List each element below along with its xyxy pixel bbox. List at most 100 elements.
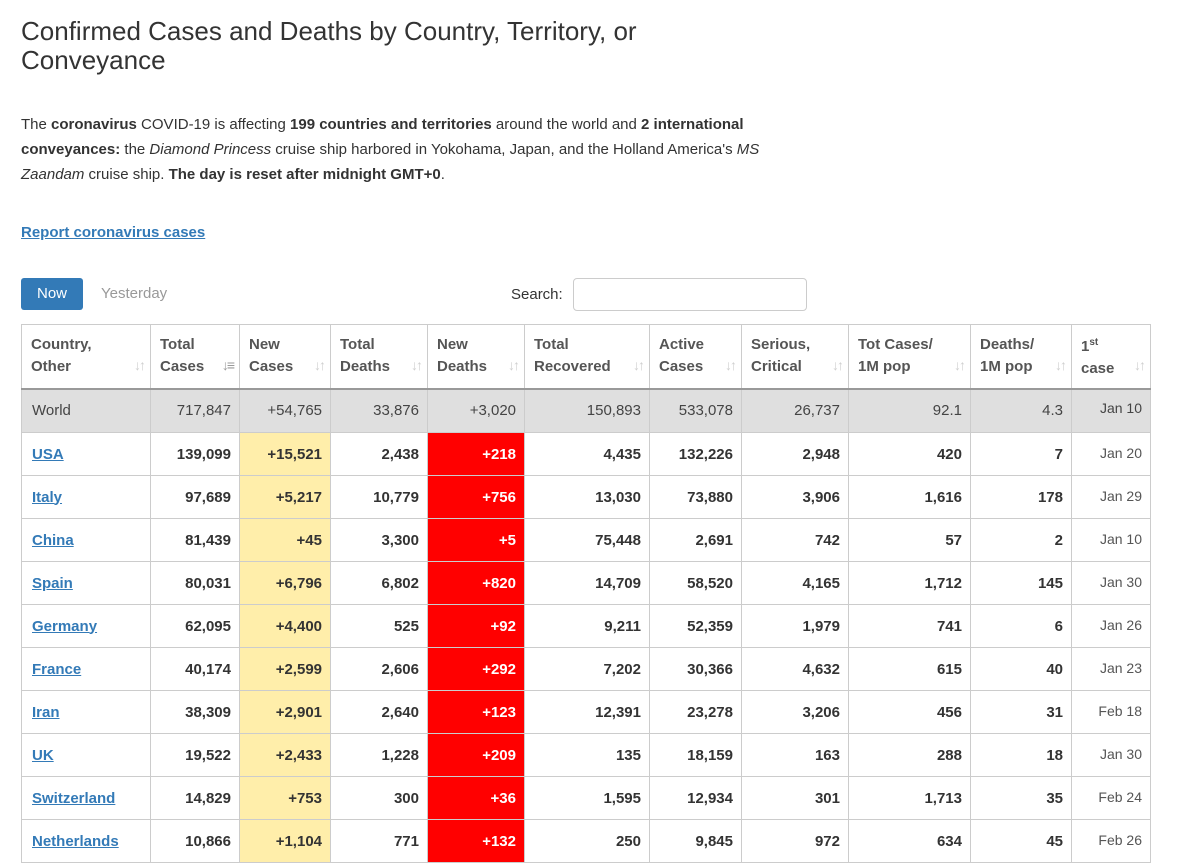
cell-total-recovered: 250 (524, 819, 650, 863)
column-header-country[interactable]: Country, Other ↓↑ (21, 324, 151, 390)
header-line-2: Other (31, 358, 72, 376)
cell-new-cases: +4,400 (239, 604, 331, 648)
column-header-label: Country, Other (31, 334, 92, 378)
cell-first-case: Feb 18 (1071, 690, 1151, 734)
column-header-serious-critical[interactable]: Serious, Critical ↓↑ (741, 324, 849, 390)
sort-desc-icon[interactable]: ↓≡ (221, 356, 235, 373)
cell-country: France (21, 647, 151, 691)
cell-active-cases: 132,226 (649, 432, 742, 476)
cell-deaths-per-1m: 45 (970, 819, 1072, 863)
country-link[interactable]: Spain (32, 574, 73, 592)
cell-first-case: Jan 10 (1071, 388, 1151, 433)
cell-active-cases: 12,934 (649, 776, 742, 820)
country-link[interactable]: Germany (32, 617, 98, 635)
cell-deaths-per-1m: 7 (970, 432, 1072, 476)
country-link[interactable]: China (32, 531, 74, 549)
page-title: Confirmed Cases and Deaths by Country, T… (21, 16, 637, 75)
cell-deaths-per-1m: 6 (970, 604, 1072, 648)
tab-yesterday[interactable]: Yesterday (101, 285, 168, 302)
column-header-deaths-per-1m[interactable]: Deaths/1M pop ↓↑ (970, 324, 1072, 390)
column-header-total-cases[interactable]: Total Cases ↓≡ (150, 324, 240, 390)
header-line-1: 1 (1081, 338, 1090, 356)
cell-new-cases: +753 (239, 776, 331, 820)
sort-icon[interactable]: ↓↑ (725, 356, 737, 373)
header-line-1: Active (659, 336, 705, 354)
column-header-first-case[interactable]: 1st case ↓↑ (1071, 324, 1151, 390)
cell-serious-critical: 26,737 (741, 388, 849, 433)
column-header-label: Total Recovered (534, 334, 611, 378)
sort-icon[interactable]: ↓↑ (633, 356, 645, 373)
cell-total-recovered: 4,435 (524, 432, 650, 476)
country-link[interactable]: Italy (32, 488, 63, 506)
cell-new-deaths: +36 (427, 776, 525, 820)
cell-total-cases: 81,439 (150, 518, 240, 562)
header-line-1: Total (160, 336, 195, 354)
header-line-2: 1M pop (980, 358, 1033, 376)
intro-italic-zaandam: MS Zaandam (21, 141, 760, 183)
cell-cases-per-1m: 1,616 (848, 475, 971, 519)
sort-icon[interactable]: ↓↑ (411, 356, 423, 373)
header-line-1: Country, (31, 336, 92, 354)
column-header-cases-per-1m[interactable]: Tot Cases/1M pop ↓↑ (848, 324, 971, 390)
cell-serious-critical: 3,906 (741, 475, 849, 519)
header-line-2: Cases (249, 358, 294, 376)
intro-bold-coronavirus: coronavirus (51, 116, 137, 133)
column-header-label: Total Deaths (340, 334, 390, 378)
report-cases-link[interactable]: Report coronavirus cases (21, 224, 206, 241)
intro-text: . (440, 166, 445, 183)
tab-now[interactable]: Now (21, 278, 84, 310)
cell-serious-critical: 2,948 (741, 432, 849, 476)
cell-serious-critical: 3,206 (741, 690, 849, 734)
cell-total-deaths: 2,640 (330, 690, 428, 734)
country-link[interactable]: USA (32, 445, 64, 463)
country-link[interactable]: Netherlands (32, 832, 119, 850)
search-input[interactable] (572, 278, 807, 311)
cell-total-recovered: 135 (524, 733, 650, 777)
sort-icon[interactable]: ↓↑ (508, 356, 520, 373)
sort-icon[interactable]: ↓↑ (1055, 356, 1067, 373)
column-header-total-deaths[interactable]: Total Deaths ↓↑ (330, 324, 428, 390)
cell-total-cases: 139,099 (150, 432, 240, 476)
column-header-new-deaths[interactable]: New Deaths ↓↑ (427, 324, 525, 390)
cell-active-cases: 9,845 (649, 819, 742, 863)
cell-total-cases: 97,689 (150, 475, 240, 519)
cell-new-deaths: +132 (427, 819, 525, 863)
table-row: USA 139,099 +15,521 2,438 +218 4,435 132,226 2,… (21, 432, 1151, 476)
cell-new-cases: +2,433 (239, 733, 331, 777)
column-header-label: New Deaths (437, 334, 487, 378)
sort-icon[interactable]: ↓↑ (1134, 356, 1146, 373)
cell-deaths-per-1m: 31 (970, 690, 1072, 734)
header-line-2: Recovered (534, 358, 611, 376)
cell-new-cases: +5,217 (239, 475, 331, 519)
cell-deaths-per-1m: 18 (970, 733, 1072, 777)
column-header-total-recovered[interactable]: Total Recovered ↓↑ (524, 324, 650, 390)
country-link[interactable]: Iran (32, 703, 60, 721)
cell-total-cases: 14,829 (150, 776, 240, 820)
cell-active-cases: 52,359 (649, 604, 742, 648)
sort-icon[interactable]: ↓↑ (134, 356, 146, 373)
cell-new-cases: +2,599 (239, 647, 331, 691)
column-header-active-cases[interactable]: Active Cases ↓↑ (649, 324, 742, 390)
header-line-2: 1M pop (858, 358, 911, 376)
cell-deaths-per-1m: 145 (970, 561, 1072, 605)
country-link[interactable]: UK (32, 746, 54, 764)
cell-first-case: Jan 10 (1071, 518, 1151, 562)
cell-serious-critical: 1,979 (741, 604, 849, 648)
country-link[interactable]: France (32, 660, 82, 678)
sort-icon[interactable]: ↓↑ (832, 356, 844, 373)
header-line-1: New (249, 336, 280, 354)
cell-new-cases: +2,901 (239, 690, 331, 734)
sort-icon[interactable]: ↓↑ (954, 356, 966, 373)
cell-new-deaths: +820 (427, 561, 525, 605)
cell-serious-critical: 4,632 (741, 647, 849, 691)
cell-new-deaths: +756 (427, 475, 525, 519)
cell-country: China (21, 518, 151, 562)
intro-text: the (120, 141, 150, 158)
cell-cases-per-1m: 1,712 (848, 561, 971, 605)
cell-cases-per-1m: 288 (848, 733, 971, 777)
column-header-new-cases[interactable]: New Cases ↓↑ (239, 324, 331, 390)
cell-new-cases: +6,796 (239, 561, 331, 605)
country-link[interactable]: Switzerland (32, 789, 116, 807)
sort-icon[interactable]: ↓↑ (314, 356, 326, 373)
cell-serious-critical: 4,165 (741, 561, 849, 605)
